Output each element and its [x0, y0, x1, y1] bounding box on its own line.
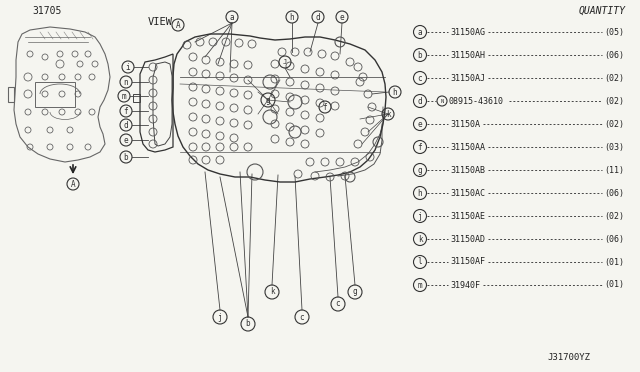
- Text: (06): (06): [604, 234, 624, 244]
- Text: d: d: [316, 13, 320, 22]
- Text: g: g: [266, 96, 270, 105]
- Text: i: i: [125, 62, 131, 71]
- Text: (03): (03): [604, 142, 624, 151]
- Text: 31150AF: 31150AF: [450, 257, 485, 266]
- Text: e: e: [340, 13, 344, 22]
- Text: 31150AA: 31150AA: [450, 142, 485, 151]
- Text: (06): (06): [604, 51, 624, 60]
- Text: (06): (06): [604, 189, 624, 198]
- Text: (01): (01): [604, 257, 624, 266]
- Text: (02): (02): [604, 74, 624, 83]
- Text: N: N: [440, 99, 444, 103]
- Text: 31150AE: 31150AE: [450, 212, 485, 221]
- Text: 31150AC: 31150AC: [450, 189, 485, 198]
- Text: (02): (02): [604, 119, 624, 128]
- Text: g: g: [353, 288, 357, 296]
- Text: n: n: [124, 77, 128, 87]
- Text: e: e: [124, 135, 128, 144]
- Text: f: f: [323, 103, 327, 112]
- Text: k: k: [386, 109, 390, 119]
- Text: 08915-43610: 08915-43610: [449, 96, 504, 106]
- Text: e: e: [418, 119, 422, 128]
- Text: b: b: [246, 320, 250, 328]
- Text: m: m: [122, 92, 126, 100]
- Text: h: h: [418, 189, 422, 198]
- Text: b: b: [418, 51, 422, 60]
- Text: j: j: [218, 312, 222, 321]
- Text: k: k: [269, 288, 275, 296]
- Text: d: d: [418, 96, 422, 106]
- Text: c: c: [418, 74, 422, 83]
- Text: a: a: [418, 28, 422, 36]
- Text: 31150A: 31150A: [450, 119, 480, 128]
- Text: 31150AB: 31150AB: [450, 166, 485, 174]
- Text: 31940F: 31940F: [450, 280, 480, 289]
- Text: k: k: [418, 234, 422, 244]
- Text: a: a: [230, 13, 234, 22]
- Text: h: h: [290, 13, 294, 22]
- Text: f: f: [124, 106, 128, 115]
- Text: (01): (01): [604, 280, 624, 289]
- Text: 31150AG: 31150AG: [450, 28, 485, 36]
- Text: J31700YZ: J31700YZ: [547, 353, 590, 362]
- Text: 31150AH: 31150AH: [450, 51, 485, 60]
- Text: c: c: [300, 312, 304, 321]
- Text: VIEW: VIEW: [148, 17, 173, 27]
- Text: J: J: [283, 59, 287, 65]
- Text: (02): (02): [604, 96, 624, 106]
- Text: (05): (05): [604, 28, 624, 36]
- Text: j: j: [418, 212, 422, 221]
- Text: m: m: [418, 280, 422, 289]
- Text: b: b: [124, 153, 128, 161]
- Text: 31150AD: 31150AD: [450, 234, 485, 244]
- Text: f: f: [418, 142, 422, 151]
- Text: h: h: [393, 87, 397, 96]
- Text: A: A: [70, 180, 76, 189]
- Text: g: g: [418, 166, 422, 174]
- Text: c: c: [336, 299, 340, 308]
- Text: 31705: 31705: [32, 6, 61, 16]
- Text: (02): (02): [604, 212, 624, 221]
- Text: 31150AJ: 31150AJ: [450, 74, 485, 83]
- Text: A: A: [176, 20, 180, 29]
- Text: QUANTITY: QUANTITY: [579, 6, 625, 16]
- Text: d: d: [124, 121, 128, 129]
- Text: (11): (11): [604, 166, 624, 174]
- Text: l: l: [418, 257, 422, 266]
